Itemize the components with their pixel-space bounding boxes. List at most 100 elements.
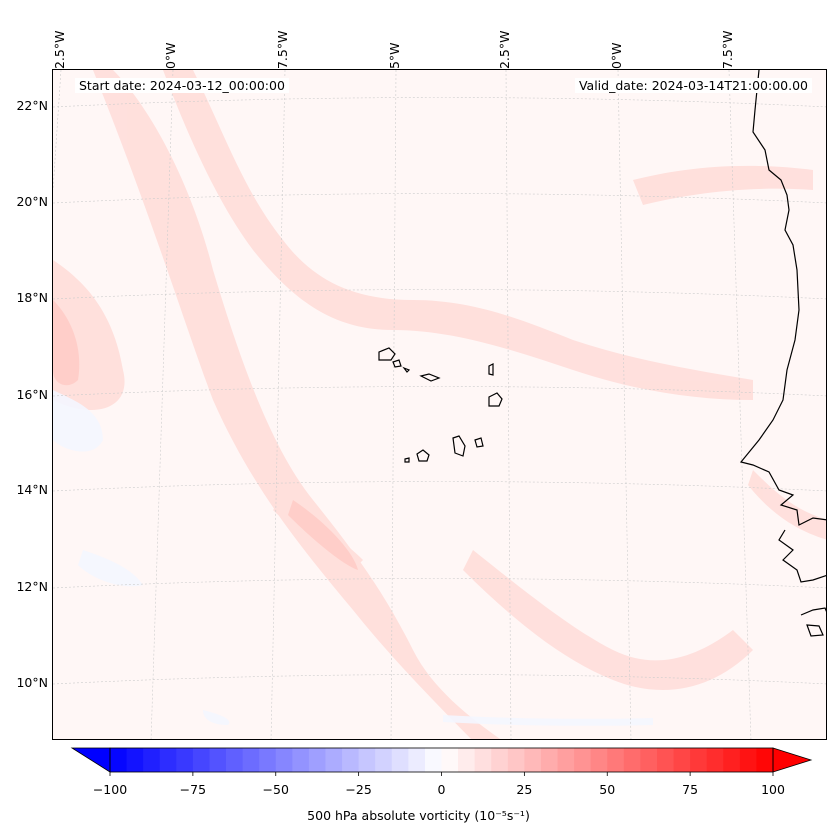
colorbar-cells <box>110 748 774 772</box>
vorticity-band <box>93 70 501 739</box>
colorbar-tick-label: −100 <box>92 782 128 797</box>
latitude-gridline <box>53 674 826 685</box>
vorticity-patch <box>53 390 103 452</box>
colorbar-cell <box>126 748 144 772</box>
colorbar-tick-label: 50 <box>599 782 616 797</box>
colorbar-cell <box>458 748 476 772</box>
colorbar-cell <box>358 748 376 772</box>
colorbar-cell <box>723 748 741 772</box>
colorbar-label: 500 hPa absolute vorticity (10⁻⁵s⁻¹) <box>307 808 530 823</box>
colorbar-tick-label: 25 <box>516 782 533 797</box>
positive-vorticity-shading <box>53 70 826 739</box>
coastline <box>739 70 826 637</box>
colorbar-cell <box>739 748 757 772</box>
vorticity-core <box>288 500 358 570</box>
vorticity-patch <box>78 550 143 587</box>
colorbar-cell <box>391 748 409 772</box>
colorbar-cell <box>491 748 509 772</box>
latitude-gridline <box>53 386 826 397</box>
african-coastline <box>739 70 826 526</box>
lat-label: 16°N <box>16 387 48 402</box>
colorbar-cell <box>673 748 691 772</box>
colorbar-tick-label: 75 <box>682 782 699 797</box>
colorbar-cell <box>640 748 658 772</box>
colorbar-cell <box>690 748 708 772</box>
colorbar-cell <box>474 748 492 772</box>
colorbar <box>70 747 813 776</box>
colorbar-cell <box>557 748 575 772</box>
lat-label: 18°N <box>16 290 48 305</box>
colorbar-cell <box>342 748 360 772</box>
lat-label: 20°N <box>16 194 48 209</box>
colorbar-cell <box>656 748 675 772</box>
african-coastline <box>778 529 826 583</box>
gridlines <box>53 70 826 739</box>
colorbar-cell <box>259 748 277 772</box>
vorticity-patch <box>203 710 230 725</box>
colorbar-cell <box>706 748 724 772</box>
lat-label: 14°N <box>16 482 48 497</box>
colorbar-cell <box>226 748 244 772</box>
map-panel: Start date: 2024-03-12_00:00:00 Valid_da… <box>52 69 827 740</box>
vorticity-band <box>633 165 813 205</box>
negative-vorticity-shading <box>53 390 653 726</box>
longitude-gridline <box>270 70 286 739</box>
lat-label: 10°N <box>16 675 48 690</box>
island <box>474 437 484 448</box>
colorbar-ticks <box>109 772 774 776</box>
colorbar-cell <box>110 748 128 772</box>
vorticity-band <box>748 470 826 540</box>
colorbar-cell <box>424 748 442 772</box>
island <box>488 392 503 407</box>
lat-label: 22°N <box>16 98 48 113</box>
island <box>404 457 410 463</box>
start-date-label: Start date: 2024-03-12_00:00:00 <box>75 78 289 93</box>
vorticity-core <box>53 300 80 386</box>
vorticity-map <box>53 70 826 739</box>
island <box>488 363 494 376</box>
colorbar-tick-label: −75 <box>179 782 207 797</box>
colorbar-cell <box>275 748 293 772</box>
colorbar-cell <box>143 748 161 772</box>
colorbar-cell <box>209 748 227 772</box>
colorbar-cell <box>607 748 625 772</box>
colorbar-cell <box>325 748 343 772</box>
vorticity-patch <box>443 715 653 726</box>
african-coastline <box>800 607 826 616</box>
latitude-gridline <box>53 289 826 300</box>
colorbar-cell <box>375 748 393 772</box>
lat-label: 12°N <box>16 579 48 594</box>
longitude-gridline <box>53 70 62 191</box>
island <box>392 359 402 368</box>
colorbar-cell <box>408 748 426 772</box>
colorbar-tick-label: −25 <box>345 782 372 797</box>
african-coastline <box>806 624 824 637</box>
latitude-gridline <box>53 578 826 589</box>
colorbar-cell <box>192 748 210 772</box>
valid-date-label: Valid_date: 2024-03-14T21:00:00.00 <box>574 78 812 93</box>
latitude-gridline <box>53 193 826 204</box>
colorbar-min-extension <box>70 747 111 773</box>
vorticity-band <box>163 70 753 400</box>
longitude-gridline <box>617 70 632 739</box>
colorbar-cell <box>242 748 260 772</box>
colorbar-max-extension <box>772 747 813 773</box>
colorbar-cell <box>540 748 559 772</box>
colorbar-cell <box>441 748 459 772</box>
colorbar-cell <box>292 748 310 772</box>
colorbar-cell <box>507 748 525 772</box>
colorbar-tick-label: 0 <box>437 782 446 797</box>
colorbar-cell <box>159 748 177 772</box>
latitude-gridline <box>53 481 826 492</box>
colorbar-cell <box>524 748 542 772</box>
strong-positive-vorticity <box>53 300 358 570</box>
island <box>416 449 430 462</box>
longitude-gridline <box>505 70 512 739</box>
vorticity-band <box>463 550 753 690</box>
colorbar-cell <box>590 748 608 772</box>
colorbar-cell <box>623 748 641 772</box>
island <box>452 435 466 457</box>
colorbar-tick-label: 100 <box>761 782 785 797</box>
colorbar-tick-label: −50 <box>262 782 289 797</box>
island <box>402 366 411 373</box>
